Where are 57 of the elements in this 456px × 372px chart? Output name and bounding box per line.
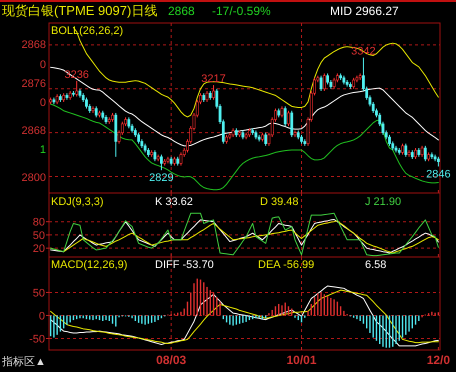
candlestick <box>206 90 208 102</box>
candlestick <box>153 150 156 162</box>
candlestick <box>404 143 408 158</box>
text: DEA -56.99 <box>258 259 314 271</box>
chart-title: KDJ(9,3,3) <box>51 196 104 208</box>
text: DIFF -53.70 <box>155 259 214 271</box>
text: 指标区▲ <box>1 356 46 368</box>
candlestick <box>75 80 78 97</box>
candlestick <box>180 152 182 166</box>
text: 2800 <box>22 172 46 184</box>
candlestick <box>284 106 287 127</box>
candlestick <box>127 116 130 129</box>
text: D 39.48 <box>260 196 299 208</box>
candlestick <box>94 106 98 118</box>
candlestick <box>85 97 88 110</box>
candlestick <box>212 84 215 100</box>
text: 2868 <box>22 39 46 51</box>
candlestick <box>414 148 417 160</box>
series-label: K 33.62 <box>155 196 193 208</box>
text: 1 <box>40 144 46 156</box>
text: J 21.90 <box>365 196 402 208</box>
candlestick <box>388 134 391 146</box>
candlestick <box>401 143 404 156</box>
candlestick <box>320 75 322 92</box>
y-tick-label: 50 <box>32 287 45 300</box>
annotation: 2829 <box>149 172 174 184</box>
chart-title: MACD(12,26,9) <box>51 259 128 271</box>
x-tick-label: 10/01 <box>286 353 317 367</box>
candlestick <box>322 72 326 92</box>
y-tick-label: 80 <box>32 216 45 229</box>
candlestick <box>420 145 424 158</box>
candlestick <box>352 77 356 90</box>
chart-title: 现货白银(TPME 9097)日线 <box>2 3 158 18</box>
y-tick-label: -50 <box>29 333 45 346</box>
candlestick <box>326 72 329 85</box>
candlestick <box>436 156 440 167</box>
x-tick-label: 12/0 <box>426 353 450 367</box>
text: 2876 <box>22 78 46 90</box>
y-tick-label: 50 <box>32 230 45 242</box>
candlestick <box>160 154 163 171</box>
candlestick <box>137 132 140 144</box>
text: 2868 <box>22 125 46 137</box>
text: MID 2966.27 <box>330 4 400 18</box>
line-series <box>50 212 439 256</box>
candlestick <box>290 110 294 138</box>
text: -17/-0.59% <box>212 4 272 18</box>
candlestick <box>424 145 427 162</box>
x-tick-label: 08/03 <box>156 353 187 367</box>
candlestick <box>280 106 284 118</box>
y-tick-label: 0 <box>38 310 45 322</box>
candlestick <box>264 132 268 146</box>
y-tick-label: 20 <box>32 243 45 256</box>
text: 2868 <box>168 4 196 18</box>
annotation: 6.58 <box>365 259 386 271</box>
candlestick <box>56 94 59 105</box>
candlestick <box>287 110 290 127</box>
candlestick <box>332 77 336 90</box>
